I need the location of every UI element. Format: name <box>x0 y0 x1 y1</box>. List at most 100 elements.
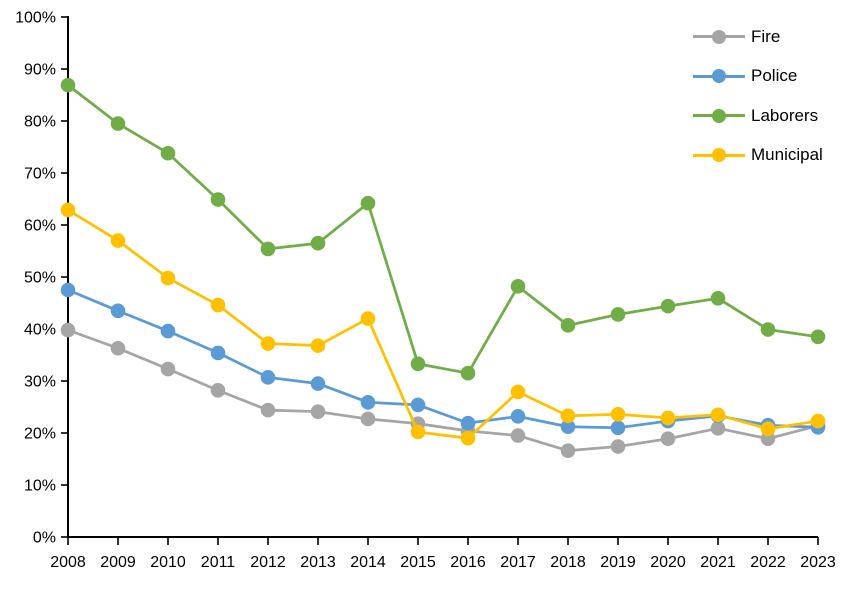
x-tick-label: 2020 <box>650 554 686 571</box>
series-municipal-marker <box>460 430 476 446</box>
series-police-marker <box>410 397 426 413</box>
series-laborers-marker <box>60 77 76 93</box>
series-laborers-marker <box>760 322 776 337</box>
series-laborers-marker <box>660 298 676 314</box>
series-police-marker <box>560 419 576 435</box>
x-tick-label: 2014 <box>350 554 386 571</box>
series-laborers-marker <box>110 116 126 131</box>
series-police-marker <box>260 370 276 385</box>
series-fire-marker <box>610 439 626 454</box>
x-tick-label: 2015 <box>400 554 436 571</box>
series-laborers-marker <box>160 145 176 161</box>
series-municipal-marker <box>510 384 526 400</box>
x-tick-label: 2016 <box>450 554 486 571</box>
series-police-marker <box>460 415 476 431</box>
series-laborers-marker <box>710 291 726 306</box>
municipal-series-marker-icon <box>693 148 745 163</box>
y-tick-label: 50% <box>24 270 56 287</box>
series-laborers-marker <box>560 318 576 333</box>
series-municipal-marker <box>210 297 226 313</box>
series-laborers-marker <box>460 365 476 381</box>
x-tick-label: 2019 <box>600 554 636 571</box>
x-tick-label: 2009 <box>100 554 136 571</box>
y-tick-label: 70% <box>24 166 56 183</box>
x-tick-label: 2018 <box>550 554 586 571</box>
series-police-marker <box>110 303 126 319</box>
series-police-marker <box>160 323 176 339</box>
y-tick-label: 20% <box>24 426 56 443</box>
y-tick-label: 10% <box>24 478 56 495</box>
series-fire-marker <box>60 322 76 338</box>
series-police-marker <box>60 282 76 298</box>
x-tick-label: 2012 <box>250 554 286 571</box>
series-fire-marker <box>310 404 326 419</box>
legend-label-municipal: Municipal <box>751 145 823 165</box>
series-municipal-marker <box>560 408 576 424</box>
series-municipal-marker <box>160 270 176 286</box>
x-tick-label: 2008 <box>50 554 86 571</box>
y-tick-label: 30% <box>24 374 56 391</box>
series-municipal-marker <box>60 202 76 218</box>
series-police-marker <box>360 395 376 410</box>
series-laborers-marker <box>610 307 626 322</box>
series-laborers-marker <box>360 195 376 211</box>
series-fire-marker <box>110 340 126 356</box>
y-tick-label: 80% <box>24 114 56 131</box>
police-series-marker-icon <box>693 69 745 84</box>
legend-label-laborers: Laborers <box>751 105 819 125</box>
series-police-line <box>66 288 820 430</box>
legend-item-municipal: Municipal <box>693 136 823 176</box>
series-laborers-line <box>66 83 820 375</box>
legend-label-fire: Fire <box>751 26 781 46</box>
series-laborers-marker <box>260 241 276 257</box>
series-fire-marker <box>160 361 176 377</box>
y-tick-label: 100% <box>15 10 56 27</box>
y-tick-label: 60% <box>24 218 56 235</box>
x-tick-label: 2021 <box>700 554 736 571</box>
series-laborers-marker <box>410 356 426 372</box>
series-municipal-marker <box>360 311 376 326</box>
fire-series-marker-icon <box>693 29 745 44</box>
x-tick-label: 2023 <box>800 554 836 571</box>
series-fire-marker <box>260 402 276 418</box>
series-municipal-marker <box>310 338 326 353</box>
laborers-series-marker-icon <box>693 108 745 123</box>
y-tick-label: 90% <box>24 62 56 79</box>
y-tick-label: 0% <box>33 530 56 547</box>
legend-item-police: Police <box>693 57 823 97</box>
series-police-marker <box>210 345 226 361</box>
series-police-marker <box>510 409 526 424</box>
series-laborers-marker <box>510 279 526 294</box>
x-tick-label: 2013 <box>300 554 336 571</box>
legend-label-police: Police <box>751 66 798 86</box>
series-fire-marker <box>360 411 376 427</box>
series-police-marker <box>610 420 626 436</box>
series-fire-marker <box>710 421 726 436</box>
series-municipal-marker <box>810 413 826 429</box>
legend-item-laborers: Laborers <box>693 96 823 136</box>
series-fire-marker <box>560 443 576 458</box>
series-municipal-line <box>66 208 820 440</box>
series-municipal-marker <box>760 421 776 437</box>
series-municipal-marker <box>660 410 676 426</box>
series-police-marker <box>310 376 326 391</box>
series-municipal-marker <box>410 424 426 440</box>
series-municipal-marker <box>710 407 726 423</box>
x-tick-label: 2022 <box>750 554 786 571</box>
series-fire-line <box>66 328 820 453</box>
series-laborers-marker <box>310 235 326 251</box>
series-fire-marker <box>660 431 676 447</box>
series-fire-marker <box>210 383 226 398</box>
x-tick-label: 2010 <box>150 554 186 571</box>
series-laborers-marker <box>810 329 826 345</box>
series-municipal-marker <box>110 233 126 248</box>
series-fire-marker <box>510 428 526 443</box>
chart-legend: Fire Police Laborers Municipal <box>693 17 823 175</box>
y-tick-label: 40% <box>24 322 56 339</box>
series-municipal-marker <box>260 336 276 351</box>
series-municipal-marker <box>610 406 626 422</box>
x-tick-label: 2017 <box>500 554 536 571</box>
x-tick-label: 2011 <box>201 554 236 571</box>
